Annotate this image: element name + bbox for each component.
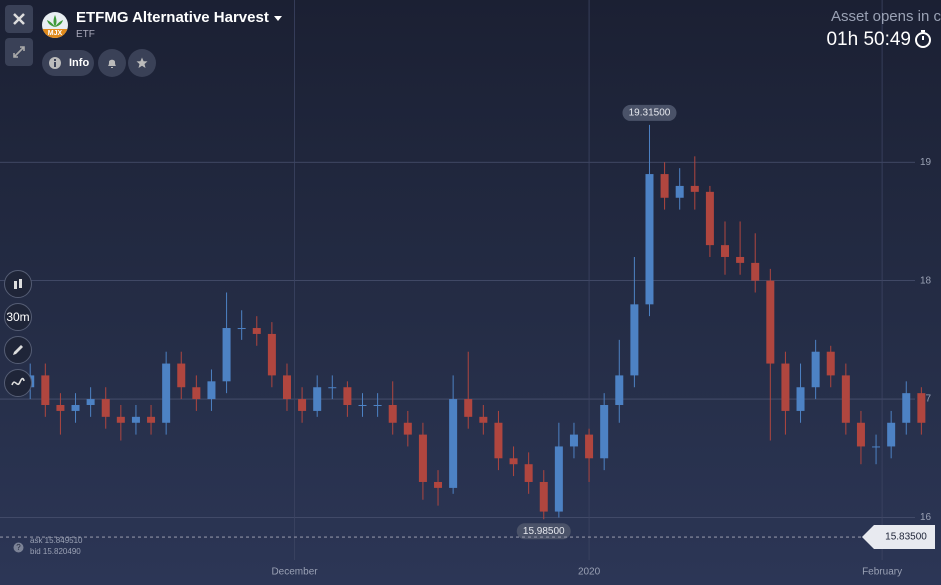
chart-type-tool[interactable] <box>4 270 32 298</box>
candle-body <box>796 387 805 411</box>
title: ETFMG Alternative Harvest <box>76 9 269 26</box>
candle-body <box>781 363 790 411</box>
asset-title[interactable]: ETFMG Alternative Harvest <box>76 9 283 26</box>
candle-body <box>811 351 820 388</box>
candle-body <box>192 387 201 400</box>
asset-logo: MJX <box>42 12 68 38</box>
extreme-label: 19.31500 <box>629 108 671 119</box>
candle-body <box>675 185 684 198</box>
candle-body <box>902 393 911 423</box>
candle-body <box>313 387 322 411</box>
candle-body <box>690 185 699 192</box>
candle-body <box>539 481 548 512</box>
close-button[interactable] <box>5 5 33 33</box>
candle-body <box>418 434 427 482</box>
candle-body <box>328 387 337 389</box>
candle-body <box>464 399 473 417</box>
candle-body <box>736 256 745 263</box>
candle-body <box>826 351 835 376</box>
candle-body <box>856 422 865 447</box>
x-tick-label: December <box>271 567 318 578</box>
timer: 01h 50:49 <box>826 29 911 50</box>
candle-body <box>177 363 186 388</box>
candle-body <box>222 328 231 382</box>
y-tick-label: 17 <box>920 394 932 405</box>
candle-body <box>358 405 367 406</box>
candle-body <box>645 174 654 305</box>
candle-body <box>207 381 216 400</box>
extreme-label: 15.98500 <box>523 526 565 537</box>
candle-body <box>660 174 669 198</box>
y-tick-label: 19 <box>920 157 932 168</box>
x-tick-label: 2020 <box>578 567 601 578</box>
extreme-label-box <box>622 104 677 121</box>
candle-body <box>479 416 488 423</box>
candle-body <box>101 399 110 417</box>
y-tick-label: 18 <box>920 275 932 286</box>
candle-body <box>766 280 775 364</box>
collapse-button[interactable] <box>5 38 33 66</box>
svg-text:?: ? <box>16 543 21 552</box>
candle-body <box>841 375 850 423</box>
candle-body <box>449 399 458 488</box>
candle-body <box>131 416 140 423</box>
candle-body <box>162 363 171 423</box>
candle-body <box>615 375 624 405</box>
draw-tool[interactable] <box>4 336 32 364</box>
candle-body <box>298 399 307 411</box>
status-text: Asset opens in c <box>830 8 941 25</box>
candle-body <box>147 416 156 423</box>
candle-body <box>705 191 714 246</box>
candle-body <box>569 434 578 447</box>
candle-body <box>282 375 291 400</box>
logo-text: MJX <box>42 29 68 38</box>
candle-body <box>917 393 926 423</box>
candle-body <box>494 422 503 459</box>
candle-body <box>554 446 563 512</box>
price-tag-label: 15.83500 <box>885 532 927 543</box>
candle-body <box>403 422 412 435</box>
help-icon[interactable]: ? <box>13 542 24 553</box>
price-tag <box>862 525 935 550</box>
y-tick-label: 16 <box>920 512 932 523</box>
interval-tool[interactable]: 30m <box>4 303 32 331</box>
info-label: Info <box>69 57 90 69</box>
candle-body <box>86 399 95 405</box>
candle-body <box>872 446 881 448</box>
favorite-button[interactable] <box>128 49 156 77</box>
candle-body <box>721 245 730 257</box>
candle-body <box>388 405 397 423</box>
candle-body <box>343 387 352 405</box>
candle-body <box>71 405 80 411</box>
timer-icon <box>915 30 931 48</box>
candle-body <box>56 405 65 411</box>
bid: bid 15.820490 <box>30 547 81 556</box>
candle-body <box>585 434 594 459</box>
spread: ask 15.849510 bid 15.820490 <box>30 535 83 557</box>
candle-body <box>630 304 639 376</box>
candle-body <box>267 333 276 376</box>
candle-body <box>751 262 760 281</box>
candle-body <box>600 405 609 459</box>
asset-type: ETF <box>76 29 95 40</box>
x-tick-label: February <box>862 567 902 578</box>
candle-body <box>373 405 382 406</box>
candle-body <box>434 481 443 488</box>
indicator-tool[interactable] <box>4 369 32 397</box>
candle-body <box>524 464 533 482</box>
candle-body <box>252 328 261 334</box>
extreme-label-box <box>516 523 571 540</box>
candle-body <box>41 375 50 405</box>
candle-body <box>887 422 896 447</box>
candle-body <box>237 328 246 330</box>
ask: ask 15.849510 <box>30 536 83 545</box>
candle-body <box>116 416 125 423</box>
alert-button[interactable] <box>98 49 126 77</box>
candle-body <box>509 458 518 465</box>
info-button[interactable]: Info <box>42 50 94 76</box>
